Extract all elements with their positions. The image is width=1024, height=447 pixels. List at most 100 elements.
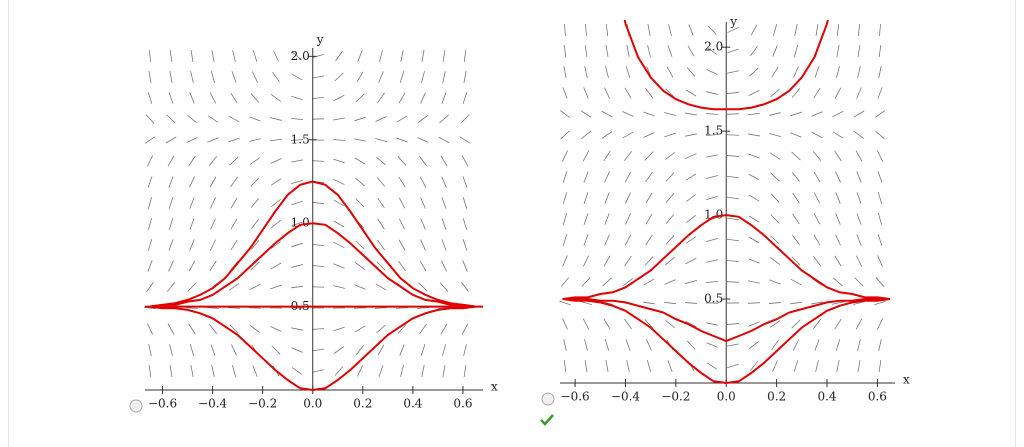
slope-segment: [166, 114, 176, 124]
slope-segment: [146, 281, 154, 293]
slope-segment: [603, 318, 611, 330]
slope-segment: [879, 23, 881, 37]
slope-segment: [168, 239, 174, 251]
slope-segment: [232, 50, 236, 62]
slope-segment: [189, 344, 195, 356]
slope-segment: [877, 171, 883, 183]
y-tick-label: 1.0: [704, 208, 723, 222]
slope-segment: [854, 277, 864, 287]
slope-segment: [270, 94, 282, 102]
slope-segment: [792, 234, 800, 246]
slope-segment: [377, 239, 385, 251]
slope-segment: [333, 326, 345, 332]
slope-segment: [685, 194, 697, 202]
slope-segment: [563, 339, 567, 351]
slope-segment: [168, 92, 174, 104]
x-tick-label: 0.2: [353, 397, 372, 411]
slope-segment: [418, 282, 428, 292]
slope-segment: [354, 138, 366, 142]
slope-segment: [227, 307, 241, 309]
slope-segment: [811, 301, 823, 305]
slope-segment: [748, 194, 760, 202]
slope-segment: [811, 131, 823, 139]
slope-segment: [229, 324, 239, 334]
x-tick-label: 0.6: [453, 397, 472, 411]
slope-segment: [853, 301, 865, 305]
slope-segment: [270, 262, 282, 270]
x-axis-label: x: [491, 380, 498, 394]
slope-segment: [376, 261, 386, 271]
radio-button[interactable]: [129, 399, 143, 413]
slope-segment: [291, 347, 303, 353]
slope-segment: [832, 110, 844, 118]
slope-segment: [420, 218, 426, 230]
slope-segment: [604, 339, 610, 351]
slope-segment: [290, 117, 304, 121]
solution-curve: [149, 305, 476, 392]
slope-segment: [583, 192, 589, 204]
x-tick-label: 0.0: [717, 390, 736, 404]
slope-segment: [332, 138, 346, 142]
slope-segment: [208, 324, 218, 334]
slope-segment: [355, 198, 365, 208]
slope-segment: [335, 50, 343, 62]
slope-segment: [147, 239, 153, 251]
slope-segment: [207, 137, 219, 143]
slope-segment: [750, 45, 758, 57]
slope-segment: [270, 326, 282, 332]
slope-segment: [463, 71, 467, 83]
slope-segment: [272, 71, 280, 83]
slope-segment: [228, 115, 240, 123]
slope-segment: [334, 72, 344, 82]
slope-segment: [584, 360, 588, 372]
slope-segment: [832, 131, 844, 139]
slope-segment: [604, 171, 610, 183]
slope-segment: [462, 218, 468, 230]
radio-button[interactable]: [541, 392, 555, 406]
slope-segment: [562, 318, 568, 330]
slope-segment: [726, 323, 740, 325]
slope-segment: [441, 176, 447, 188]
slope-segment: [727, 27, 739, 33]
slope-segment: [398, 197, 406, 209]
slope-segment: [601, 131, 613, 139]
slope-segment: [726, 260, 740, 262]
slope-segment: [603, 255, 611, 267]
slope-segment: [563, 44, 567, 58]
slope-segment: [771, 66, 779, 78]
slope-segment: [834, 150, 842, 162]
slope-segment: [291, 95, 303, 101]
slope-segment: [396, 137, 408, 143]
slope-segment: [686, 67, 696, 77]
slope-segment: [644, 256, 654, 266]
slope-segment: [624, 87, 632, 99]
slope-segment: [583, 255, 589, 267]
slope-segment: [770, 235, 780, 245]
slope-segment: [813, 255, 821, 267]
slope-segment: [439, 114, 449, 124]
slope-segment: [230, 176, 238, 188]
slope-segment: [311, 243, 325, 247]
solution-curve: [149, 222, 476, 308]
slope-segment: [665, 193, 675, 203]
slope-segment: [228, 137, 240, 143]
slope-segment: [668, 24, 672, 36]
slope-segment: [230, 239, 238, 251]
slope-segment: [665, 235, 675, 245]
slope-segment: [375, 137, 387, 143]
slope-segment: [421, 50, 425, 62]
slope-segment: [686, 340, 696, 350]
slope-segment: [667, 45, 673, 57]
slope-segment: [771, 339, 779, 351]
slope-segment: [379, 50, 383, 62]
slope-segment: [333, 263, 345, 269]
slope-segment: [748, 90, 760, 96]
slope-segment: [835, 192, 841, 204]
slope-segment: [769, 320, 781, 328]
slope-segment: [643, 111, 655, 117]
slope-segment: [311, 286, 325, 288]
slope-segment: [562, 171, 568, 183]
slope-segment: [645, 234, 653, 246]
slope-segment: [856, 192, 862, 204]
slope-segment: [726, 238, 740, 242]
